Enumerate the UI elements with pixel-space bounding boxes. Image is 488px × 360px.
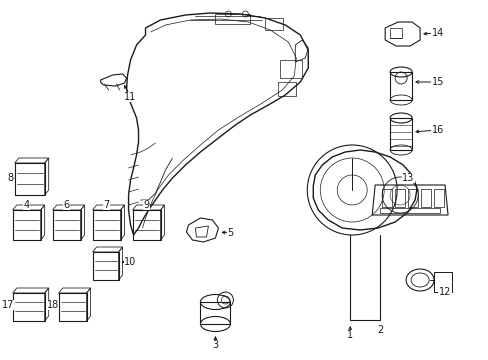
Bar: [132, 210, 160, 240]
Text: 12: 12: [438, 287, 450, 297]
Bar: [53, 210, 81, 240]
Bar: [389, 28, 401, 38]
Bar: [15, 163, 44, 195]
Bar: [215, 14, 250, 24]
Bar: [407, 189, 417, 207]
Bar: [13, 293, 44, 321]
Bar: [420, 189, 430, 207]
Text: 17: 17: [1, 300, 14, 310]
Bar: [382, 189, 391, 207]
Text: 9: 9: [143, 200, 149, 210]
Bar: [389, 118, 411, 150]
Bar: [59, 293, 86, 321]
Text: 11: 11: [124, 92, 137, 102]
Text: 10: 10: [124, 257, 137, 267]
Text: 8: 8: [8, 173, 14, 183]
Text: 3: 3: [212, 340, 218, 350]
Text: 14: 14: [431, 28, 443, 38]
Text: 6: 6: [63, 200, 70, 210]
Text: 4: 4: [23, 200, 30, 210]
Bar: [92, 252, 118, 280]
Text: 13: 13: [401, 173, 413, 183]
Bar: [13, 210, 41, 240]
Bar: [394, 189, 404, 207]
Bar: [389, 72, 411, 100]
Bar: [379, 208, 439, 213]
Text: 15: 15: [431, 77, 444, 87]
Bar: [278, 82, 296, 96]
Text: 16: 16: [431, 125, 443, 135]
Bar: [200, 302, 230, 324]
Text: 2: 2: [376, 325, 383, 335]
Bar: [265, 18, 283, 30]
Bar: [433, 272, 451, 292]
Text: 18: 18: [46, 300, 59, 310]
Text: 5: 5: [227, 228, 233, 238]
Bar: [280, 60, 302, 78]
Text: 7: 7: [103, 200, 109, 210]
Bar: [92, 210, 121, 240]
Text: 1: 1: [346, 330, 352, 340]
Bar: [433, 189, 443, 207]
